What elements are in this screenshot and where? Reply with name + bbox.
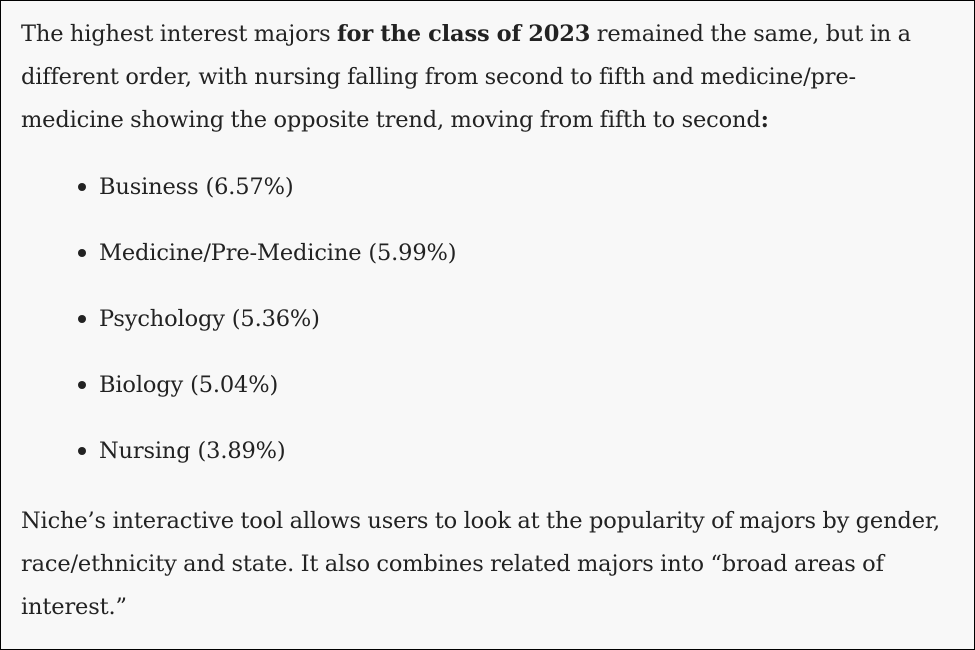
major-label: Medicine/Pre-Medicine (5.99%) bbox=[99, 240, 457, 266]
list-item: Nursing (3.89%) bbox=[21, 418, 956, 484]
intro-text-after: remained the same, but in a different or… bbox=[21, 21, 911, 133]
bullet-icon bbox=[78, 381, 86, 389]
article-body: The highest interest majors for the clas… bbox=[21, 13, 956, 629]
bullet-icon bbox=[78, 249, 86, 257]
list-item: Psychology (5.36%) bbox=[21, 286, 956, 352]
major-label: Nursing (3.89%) bbox=[99, 438, 286, 464]
intro-paragraph: The highest interest majors for the clas… bbox=[21, 13, 956, 142]
intro-text-before: The highest interest majors bbox=[21, 21, 337, 47]
bullet-icon bbox=[78, 183, 86, 191]
major-label: Psychology (5.36%) bbox=[99, 306, 320, 332]
list-item: Business (6.57%) bbox=[21, 154, 956, 220]
intro-colon: : bbox=[760, 107, 769, 133]
major-label: Business (6.57%) bbox=[99, 174, 294, 200]
major-label: Biology (5.04%) bbox=[99, 372, 279, 398]
closing-paragraph: Niche’s interactive tool allows users to… bbox=[21, 508, 940, 620]
list-item: Biology (5.04%) bbox=[21, 352, 956, 418]
intro-bold-text: for the class of 2023 bbox=[337, 21, 591, 47]
majors-list: Business (6.57%) Medicine/Pre-Medicine (… bbox=[21, 154, 956, 484]
list-item: Medicine/Pre-Medicine (5.99%) bbox=[21, 220, 956, 286]
bullet-icon bbox=[78, 447, 86, 455]
bullet-icon bbox=[78, 315, 86, 323]
